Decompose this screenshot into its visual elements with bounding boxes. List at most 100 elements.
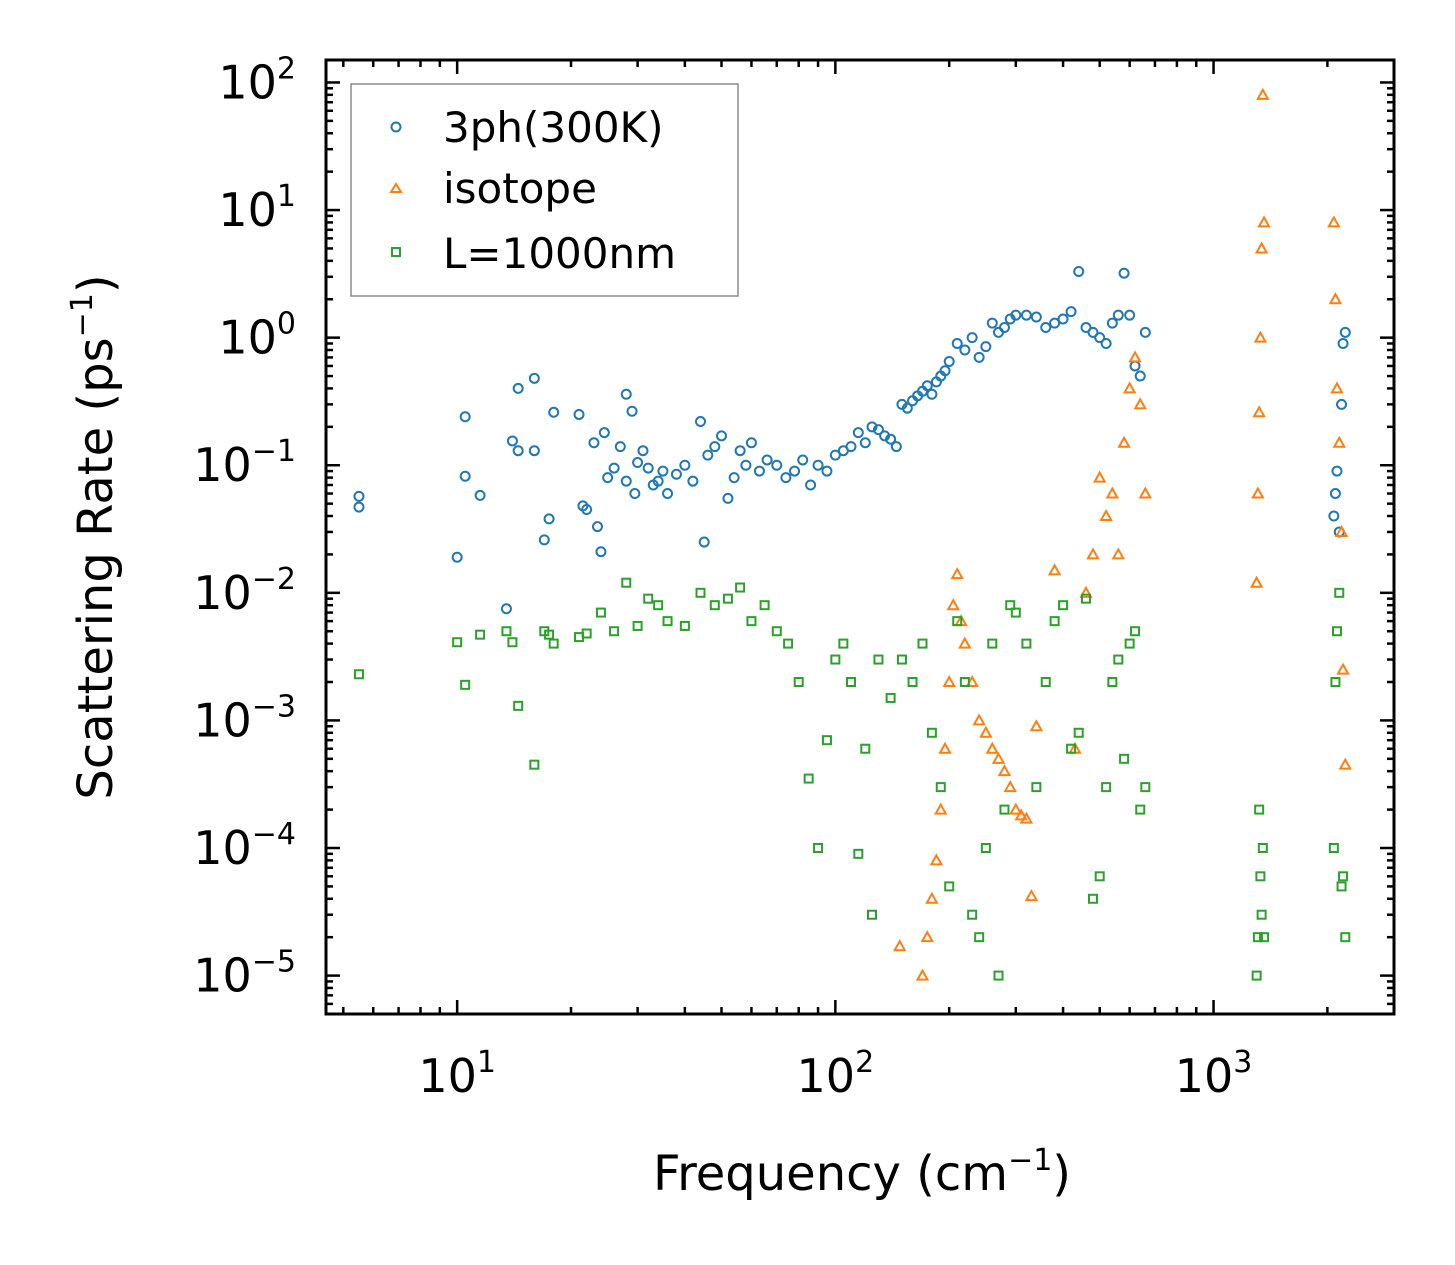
data-point-circle bbox=[980, 341, 992, 353]
data-point-square bbox=[959, 677, 970, 688]
data-point-circle bbox=[528, 445, 540, 457]
data-point-circle bbox=[797, 454, 809, 466]
data-point-circle bbox=[1049, 317, 1061, 329]
data-point-circle bbox=[1112, 309, 1124, 321]
data-point-circle bbox=[629, 488, 641, 500]
legend-label-isotope: isotope bbox=[443, 164, 597, 213]
data-point-triangle bbox=[934, 802, 948, 815]
y-tick-label: 10−4 bbox=[193, 817, 296, 875]
data-point-square bbox=[452, 637, 463, 648]
data-point-circle bbox=[573, 408, 585, 420]
data-point-square bbox=[771, 626, 782, 637]
data-point-triangle bbox=[1086, 547, 1100, 560]
data-point-circle bbox=[679, 459, 691, 471]
data-point-circle bbox=[1040, 322, 1052, 334]
data-point-triangle bbox=[1252, 405, 1266, 418]
data-point-circle bbox=[698, 536, 710, 548]
x-tick-label-exp: 2 bbox=[855, 1045, 874, 1080]
data-point-square bbox=[980, 843, 991, 854]
y-tick-label-base: 10 bbox=[193, 438, 252, 492]
legend-box bbox=[350, 83, 739, 297]
data-point-circle bbox=[543, 513, 555, 525]
data-point-circle bbox=[1020, 309, 1032, 321]
data-point-circle bbox=[1331, 465, 1343, 477]
data-point-circle bbox=[1328, 510, 1340, 522]
data-point-square bbox=[581, 628, 592, 639]
data-point-circle bbox=[702, 449, 714, 461]
data-point-square bbox=[1087, 893, 1098, 904]
data-point-circle bbox=[734, 445, 746, 457]
data-point-circle bbox=[771, 459, 783, 471]
data-point-square bbox=[662, 616, 673, 627]
data-point-triangle bbox=[979, 725, 993, 738]
data-point-square bbox=[1058, 600, 1069, 611]
data-point-square bbox=[1049, 616, 1060, 627]
data-point-square bbox=[1130, 626, 1141, 637]
data-point-square bbox=[999, 804, 1010, 815]
data-point-triangle bbox=[1105, 486, 1120, 499]
data-point-triangle bbox=[1138, 486, 1153, 499]
data-point-circle bbox=[1106, 317, 1118, 329]
data-point-square bbox=[1094, 871, 1105, 882]
data-point-circle bbox=[745, 437, 757, 449]
y-tick-label-exp: −1 bbox=[252, 434, 296, 469]
data-point-triangle bbox=[925, 891, 939, 904]
data-point-circle bbox=[528, 372, 540, 384]
y-tick-label: 100 bbox=[218, 307, 296, 365]
data-point-circle bbox=[1094, 332, 1106, 344]
data-point-square bbox=[993, 970, 1004, 981]
data-point-circle bbox=[512, 445, 524, 457]
data-point-square bbox=[1073, 727, 1084, 738]
data-point-square bbox=[860, 743, 871, 754]
data-point-square bbox=[1031, 782, 1042, 793]
data-point-square bbox=[1066, 743, 1077, 754]
data-point-circle bbox=[620, 388, 632, 400]
data-point-circle bbox=[852, 427, 864, 439]
data-point-square bbox=[1252, 932, 1263, 943]
data-point-circle bbox=[657, 465, 669, 477]
data-point-triangle bbox=[1330, 381, 1344, 394]
data-point-square bbox=[501, 626, 512, 637]
y-tick-label: 102 bbox=[218, 51, 296, 109]
x-axis-label-main: Frequency (cm bbox=[653, 1146, 1008, 1202]
data-point-circle bbox=[789, 465, 801, 477]
data-point-triangle bbox=[1019, 811, 1034, 824]
y-tick-label-base: 10 bbox=[218, 183, 277, 237]
data-point-circle bbox=[1010, 309, 1022, 321]
data-point-square bbox=[830, 654, 841, 665]
data-point-square bbox=[967, 909, 978, 920]
data-point-circle bbox=[966, 332, 978, 344]
data-point-circle bbox=[1339, 326, 1351, 338]
legend-marker-3ph bbox=[390, 121, 402, 133]
y-tick-label-base: 10 bbox=[193, 566, 252, 620]
data-point-circle bbox=[921, 380, 933, 392]
x-axis-label-sup: −1 bbox=[1008, 1143, 1052, 1178]
data-point-triangle bbox=[997, 764, 1012, 777]
data-point-circle bbox=[608, 462, 620, 474]
data-point-circle bbox=[626, 405, 638, 417]
data-point-circle bbox=[642, 462, 654, 474]
data-point-triangle bbox=[1099, 508, 1113, 522]
data-point-square bbox=[1257, 843, 1268, 854]
data-point-square bbox=[1259, 932, 1270, 943]
y-tick-label: 10−3 bbox=[193, 689, 296, 747]
y-tick-label-exp: 0 bbox=[277, 307, 296, 342]
y-tick-label-base: 10 bbox=[193, 949, 252, 1003]
data-point-circle bbox=[591, 521, 603, 533]
data-point-triangle bbox=[985, 741, 999, 754]
data-point-square bbox=[783, 638, 794, 649]
data-point-square bbox=[353, 669, 364, 680]
data-point-triangle bbox=[1328, 292, 1343, 305]
data-point-square bbox=[1338, 871, 1349, 882]
data-point-square bbox=[507, 637, 518, 648]
data-point-circle bbox=[620, 475, 632, 487]
data-point-square bbox=[1005, 600, 1016, 611]
y-axis-label-end: ) bbox=[68, 274, 124, 293]
legend-marker-boundary bbox=[391, 247, 401, 257]
data-point-triangle bbox=[942, 674, 956, 688]
data-point-triangle bbox=[1254, 241, 1269, 254]
data-point-square bbox=[632, 620, 643, 631]
data-point-square bbox=[746, 616, 757, 627]
data-point-triangle bbox=[938, 741, 952, 754]
